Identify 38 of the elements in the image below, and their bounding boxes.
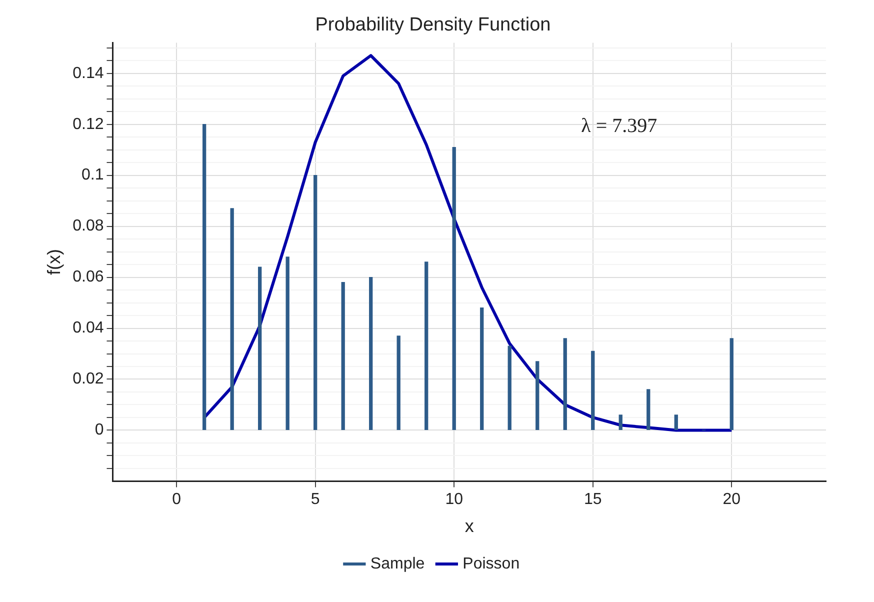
legend-label: Sample (370, 555, 425, 572)
y-axis-title: f(x) (44, 249, 64, 275)
x-tick-label: 20 (722, 491, 741, 508)
y-tick-label: 0.1 (81, 166, 104, 184)
y-tick-label: 0.12 (72, 116, 104, 133)
y-tick-label: 0.06 (72, 268, 104, 286)
chart-title: Probability Density Function (315, 14, 551, 36)
bar (646, 389, 650, 430)
bar (286, 256, 290, 430)
x-tick-label: 5 (310, 491, 320, 508)
y-tick-label: 0.08 (72, 218, 104, 235)
x-tick-label: 15 (584, 491, 602, 508)
bar (452, 146, 456, 430)
y-tick-label: 0.04 (72, 320, 104, 337)
bar (536, 361, 540, 430)
bar (230, 208, 234, 430)
bar (674, 414, 678, 430)
bar (369, 276, 373, 430)
bar (424, 262, 428, 430)
y-tick-label: 0 (94, 422, 104, 439)
bar (314, 175, 318, 430)
x-tick-label: 0 (172, 491, 182, 508)
bar (730, 338, 734, 430)
y-tick-label: 0.02 (72, 370, 104, 388)
legend-label: Poisson (462, 555, 520, 572)
annotation: λ = 7.397 (581, 115, 658, 138)
bar (341, 282, 345, 430)
bar (563, 338, 567, 430)
bar (202, 124, 206, 430)
bar (618, 414, 622, 430)
bar (258, 266, 262, 430)
bar (396, 336, 400, 430)
bar (480, 308, 484, 430)
bar (508, 346, 512, 430)
bar (591, 350, 595, 430)
x-axis-title: x (464, 516, 474, 536)
x-tick-label: 10 (445, 491, 464, 508)
y-tick-label: 0.14 (72, 64, 104, 82)
